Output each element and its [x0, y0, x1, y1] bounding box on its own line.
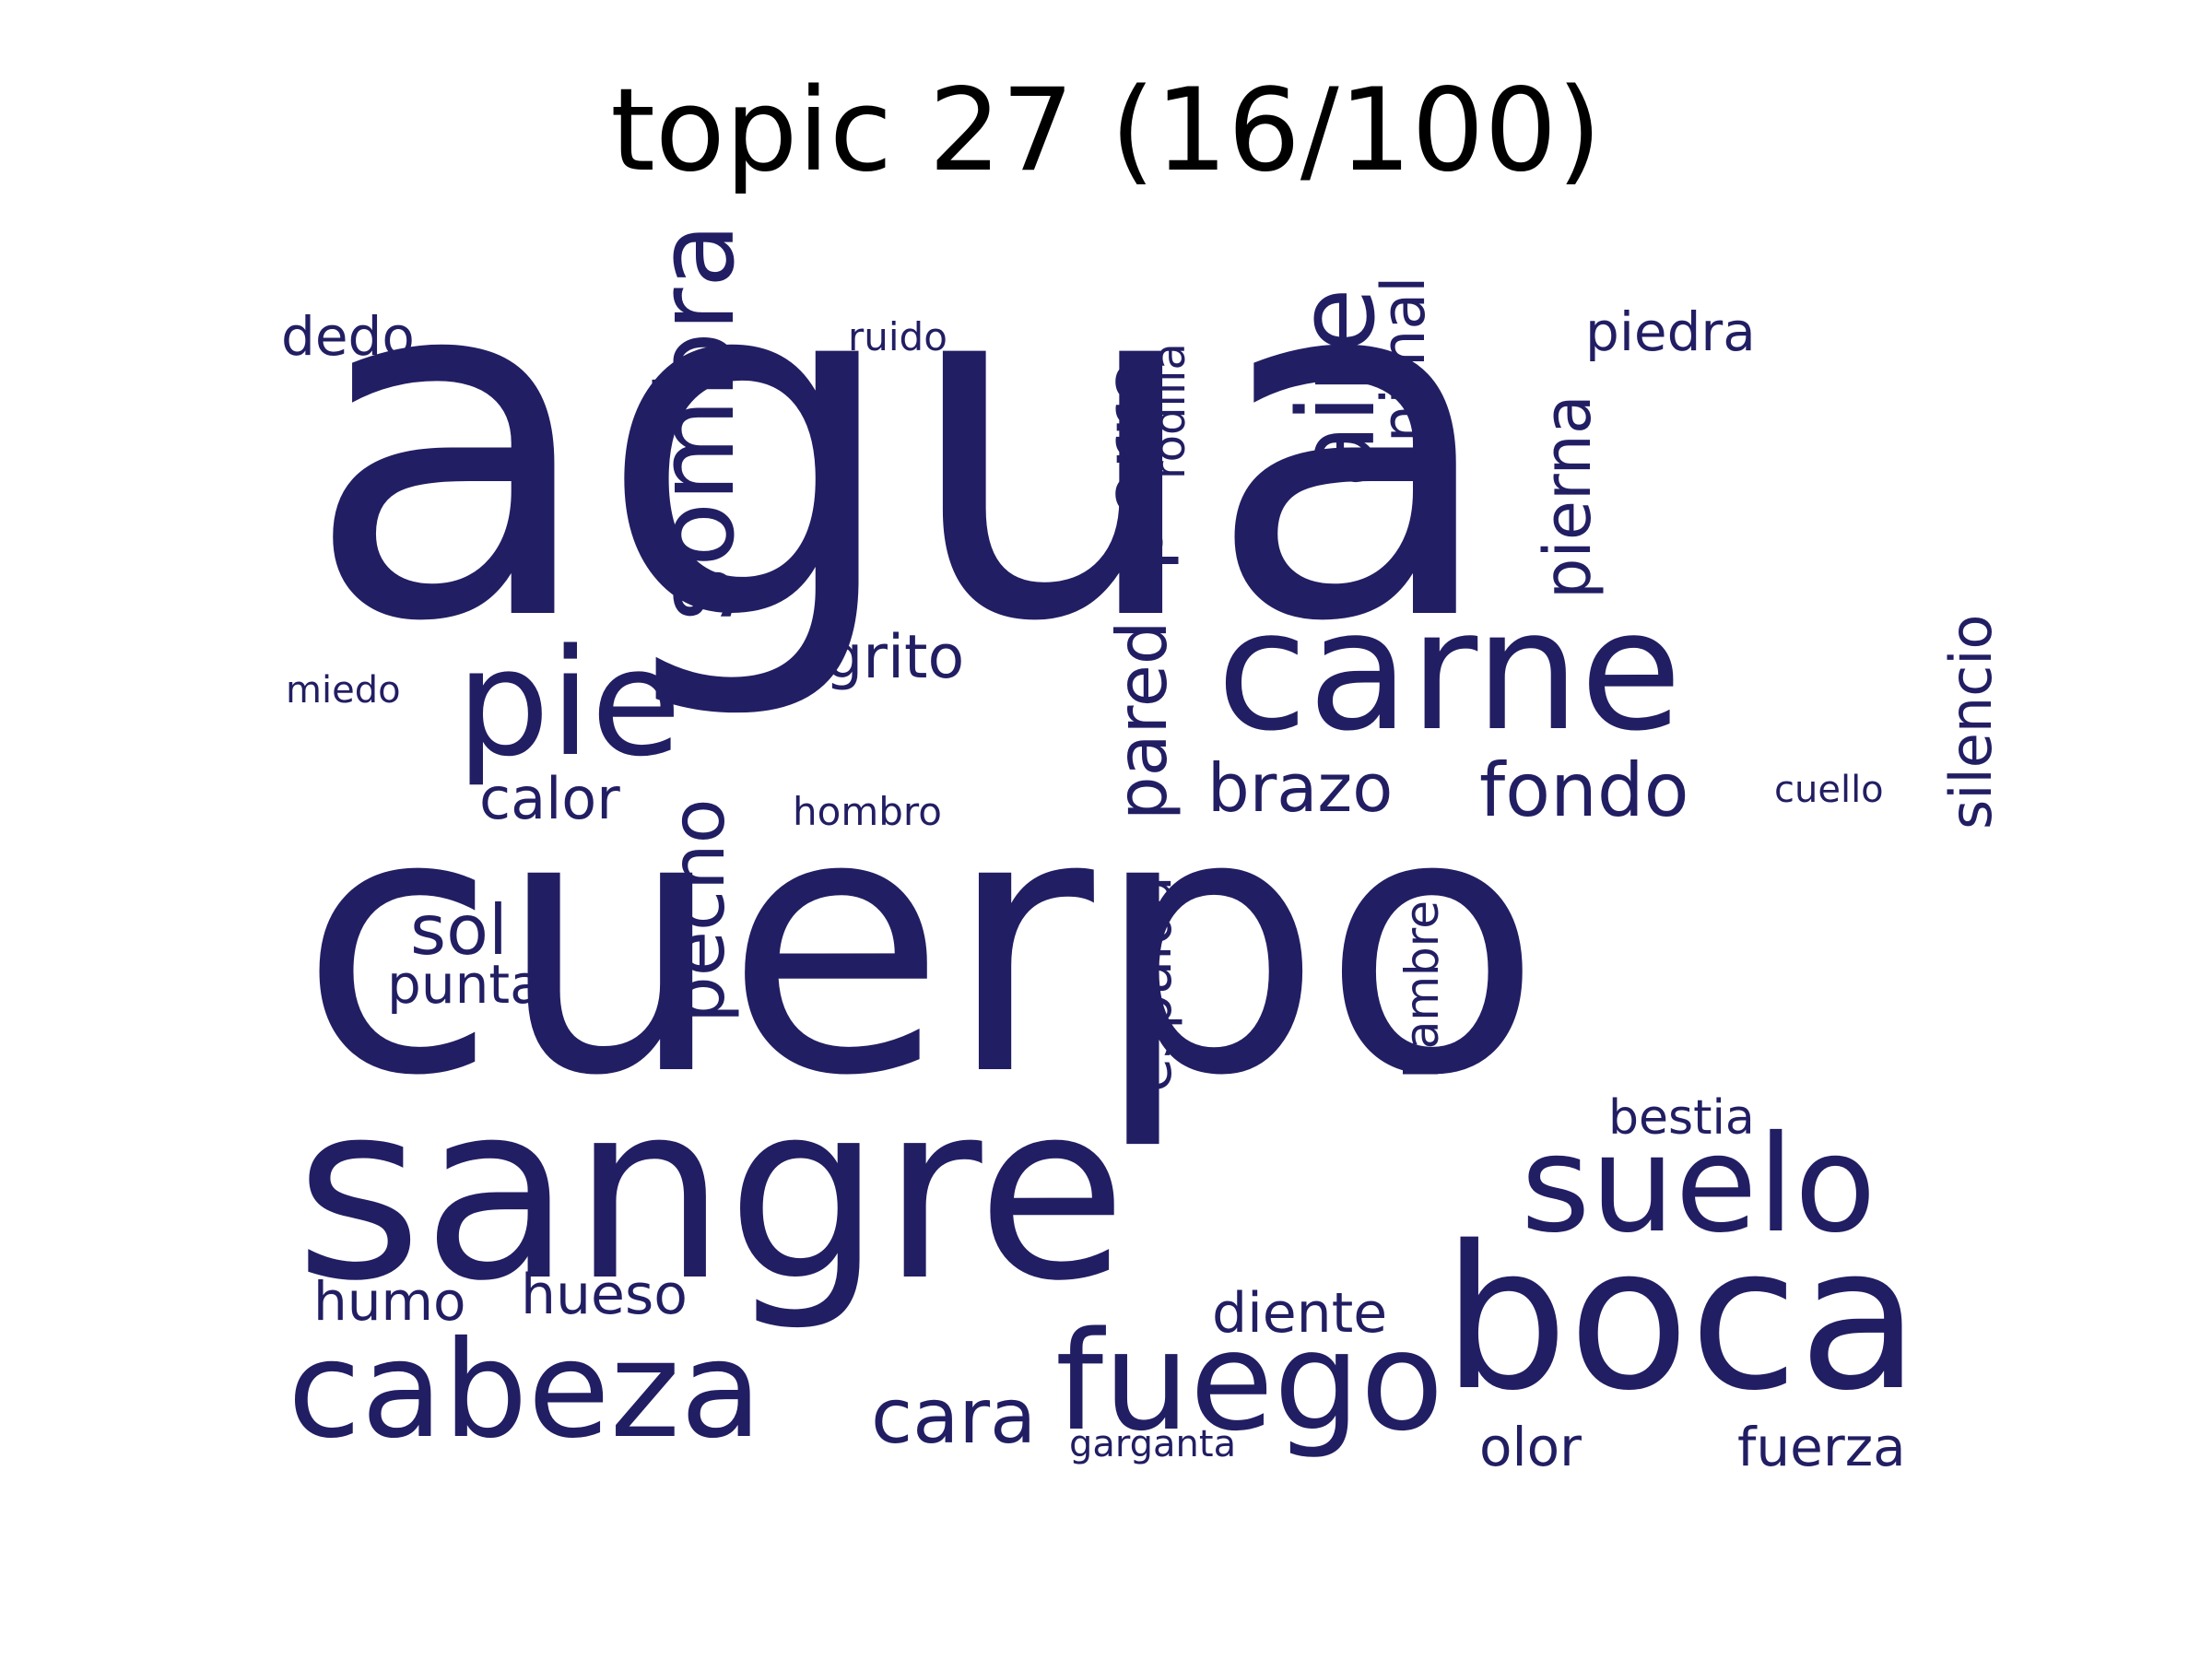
word-calor: calor: [479, 765, 620, 832]
word-cuerpo: cuerpo: [300, 735, 1542, 1154]
word-diente: diente: [1212, 1281, 1387, 1346]
word-sol: sol: [410, 889, 508, 971]
word-fuerza: fuerza: [1737, 1416, 1906, 1478]
word-garganta: garganta: [1069, 1423, 1236, 1465]
word-hueso: hueso: [521, 1263, 688, 1327]
word-espalda: espalda: [1120, 876, 1184, 1092]
word-suelo: suelo: [1521, 1107, 1877, 1263]
word-aire: aire: [1276, 288, 1399, 488]
word-cara: cara: [871, 1373, 1036, 1461]
word-boca: boca: [1442, 1203, 1920, 1434]
word-bestia: bestia: [1608, 1090, 1755, 1146]
word-pierna: pierna: [1530, 394, 1606, 599]
word-sangre: sangre: [295, 1051, 1127, 1335]
word-pie: pie: [456, 617, 681, 789]
word-silencio: silencio: [1937, 615, 2005, 830]
word-piedra: piedra: [1585, 300, 1756, 363]
word-brazo: brazo: [1207, 749, 1393, 827]
word-agua: agua: [304, 168, 1500, 726]
word-rodilla: rodilla: [1144, 343, 1195, 479]
word-ruido: ruido: [848, 314, 947, 359]
word-sombra: sombra: [635, 223, 759, 622]
word-carne: carne: [1217, 575, 1682, 768]
word-perro: perro: [1086, 357, 1181, 571]
word-pecho: pecho: [655, 798, 741, 1023]
word-pared: pared: [1101, 620, 1182, 820]
word-grito: grito: [825, 623, 964, 692]
word-miedo: miedo: [286, 669, 401, 712]
word-animal: animal: [1370, 276, 1439, 479]
word-cabeza: cabeza: [288, 1312, 762, 1468]
word-punta: punta: [387, 953, 543, 1016]
page-title: topic 27 (16/100): [610, 65, 1602, 197]
word-fondo: fondo: [1479, 747, 1689, 833]
word-hombro: hombro: [793, 789, 942, 834]
word-humo: humo: [313, 1270, 466, 1333]
word-hambre: hambre: [1395, 900, 1449, 1078]
word-cuello: cuello: [1774, 769, 1884, 811]
word-fuego: fuego: [1055, 1302, 1443, 1461]
word-dedo: dedo: [281, 305, 415, 368]
word-olor: olor: [1479, 1416, 1582, 1478]
